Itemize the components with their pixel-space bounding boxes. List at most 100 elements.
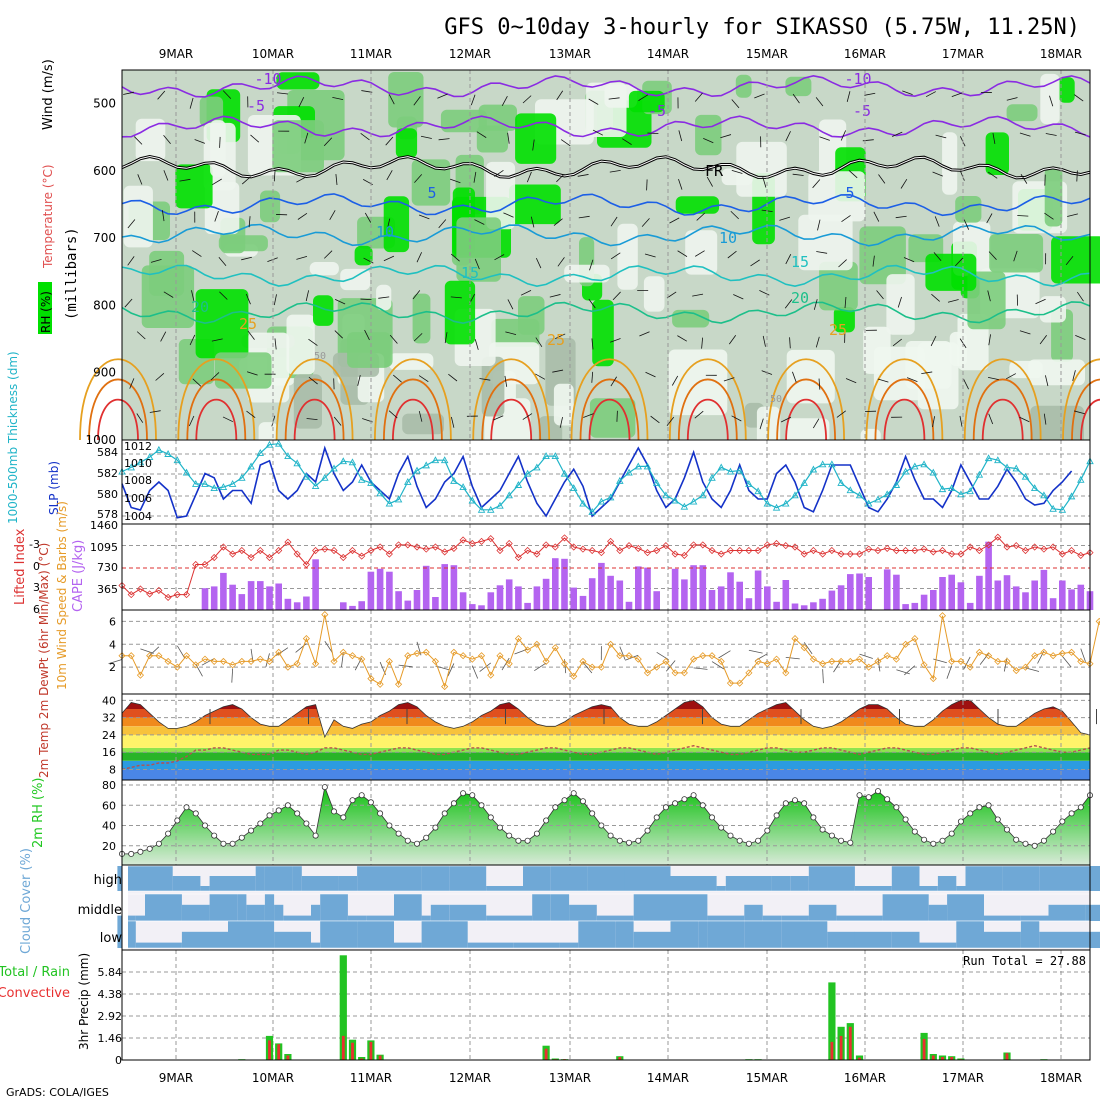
wind-barb bbox=[1020, 174, 1028, 184]
thickness-point bbox=[265, 440, 274, 448]
wind-barb bbox=[296, 256, 308, 260]
cloud-cell bbox=[421, 921, 468, 948]
wind-speed-point bbox=[302, 635, 310, 643]
thickness-point bbox=[127, 463, 135, 471]
cloud-cell bbox=[311, 942, 321, 948]
rh-point bbox=[487, 814, 494, 821]
wind-barb bbox=[812, 179, 821, 189]
cape-bar bbox=[699, 565, 707, 610]
wind-speed-point bbox=[911, 635, 919, 643]
rh-patch bbox=[123, 185, 153, 248]
wind-barb bbox=[297, 212, 308, 220]
wind-speed-point bbox=[1031, 652, 1039, 660]
wind-barb bbox=[222, 90, 232, 99]
cape-bar bbox=[312, 559, 319, 610]
lifted-index-point bbox=[275, 546, 283, 555]
footer-credit: GrADS: COLA/IGES bbox=[6, 1086, 109, 1099]
temp-tick: 32 bbox=[102, 712, 116, 725]
lifted-index-point bbox=[1003, 543, 1011, 551]
wind-barb bbox=[677, 250, 688, 257]
rh-point bbox=[211, 832, 218, 839]
cloud-cell bbox=[744, 921, 782, 948]
wind-barb bbox=[987, 171, 998, 179]
thickness-point bbox=[957, 490, 965, 498]
thickness-point bbox=[173, 456, 182, 464]
isotherm-line bbox=[121, 74, 1091, 98]
cloud-cell bbox=[633, 931, 671, 948]
thickness-point bbox=[625, 468, 633, 476]
thickness-point bbox=[505, 491, 513, 499]
cape-bar bbox=[717, 586, 725, 610]
wind-barb bbox=[892, 338, 902, 347]
cloud-cell bbox=[394, 894, 422, 921]
rh-point bbox=[865, 794, 872, 801]
thickness-point bbox=[210, 484, 218, 492]
wind-barb bbox=[1017, 215, 1029, 217]
lifted-index-point bbox=[431, 543, 440, 551]
wind-barb bbox=[1019, 416, 1030, 423]
wind-speed-point bbox=[404, 652, 412, 660]
wind-barb bbox=[750, 259, 760, 267]
wind-barb bbox=[841, 215, 851, 223]
surface-wind-barb bbox=[398, 664, 413, 668]
wind-speed-point bbox=[579, 657, 587, 665]
wind-barb bbox=[762, 176, 767, 188]
rh-point bbox=[303, 820, 310, 827]
cape-bar bbox=[625, 601, 633, 610]
wind-speed-point bbox=[690, 655, 698, 663]
wind-barb bbox=[1006, 373, 1016, 380]
wind-barb bbox=[935, 134, 947, 139]
cloud-cell bbox=[725, 876, 772, 891]
cape-bar bbox=[671, 568, 679, 610]
thickness-point bbox=[597, 497, 606, 505]
contour-label: 5 bbox=[427, 184, 436, 202]
wind-barb bbox=[560, 139, 571, 147]
wind-barb bbox=[522, 413, 533, 420]
cape-bar bbox=[911, 602, 919, 610]
wind-barb bbox=[641, 218, 650, 227]
wind-barb bbox=[1035, 298, 1046, 305]
lifted-index-line bbox=[121, 536, 1091, 598]
rh-point bbox=[709, 814, 716, 821]
wind-barb bbox=[250, 134, 260, 143]
thickness-point bbox=[404, 477, 412, 485]
wind-speed-point bbox=[902, 640, 910, 648]
rh-point bbox=[828, 832, 835, 839]
cape-bar bbox=[515, 586, 522, 610]
wind-barb bbox=[273, 170, 276, 182]
cape-bar bbox=[459, 592, 467, 610]
rh-point bbox=[930, 840, 937, 847]
rh-patch bbox=[785, 76, 812, 97]
cape-bar bbox=[561, 558, 568, 610]
thickness-point bbox=[551, 452, 560, 460]
cape-bar bbox=[690, 565, 697, 610]
lifted-index-point bbox=[192, 560, 200, 569]
warm-contour bbox=[472, 358, 551, 441]
wind-speed-point bbox=[763, 660, 771, 668]
wind-barb bbox=[932, 416, 936, 428]
precip-tick: 2.92 bbox=[98, 1010, 123, 1023]
cape-bar bbox=[976, 575, 983, 610]
contour-label: 5 bbox=[845, 184, 854, 202]
rh-tick: 60 bbox=[102, 799, 116, 812]
rh-point bbox=[128, 850, 135, 857]
wind-barb bbox=[507, 299, 514, 310]
cloud-cell bbox=[919, 886, 938, 891]
lifted-index-point bbox=[883, 544, 891, 552]
rh-point bbox=[174, 817, 181, 824]
slp-bg bbox=[122, 440, 1090, 524]
wind-barb bbox=[591, 371, 594, 383]
wind-speed-point bbox=[736, 679, 744, 687]
rh-axis-label: 2m RH (%) bbox=[31, 777, 46, 848]
rh-patch bbox=[675, 196, 720, 214]
wind-barb bbox=[124, 298, 133, 308]
cape-bar bbox=[1003, 575, 1011, 610]
wind-barb bbox=[934, 216, 940, 227]
warm-contour bbox=[293, 398, 336, 441]
wind-barb bbox=[838, 259, 847, 268]
wind-barb bbox=[1019, 132, 1031, 137]
wind-speed-point bbox=[883, 652, 891, 660]
cloud-cell bbox=[744, 904, 763, 921]
thickness-point bbox=[662, 491, 670, 499]
temp-band bbox=[122, 734, 1090, 748]
